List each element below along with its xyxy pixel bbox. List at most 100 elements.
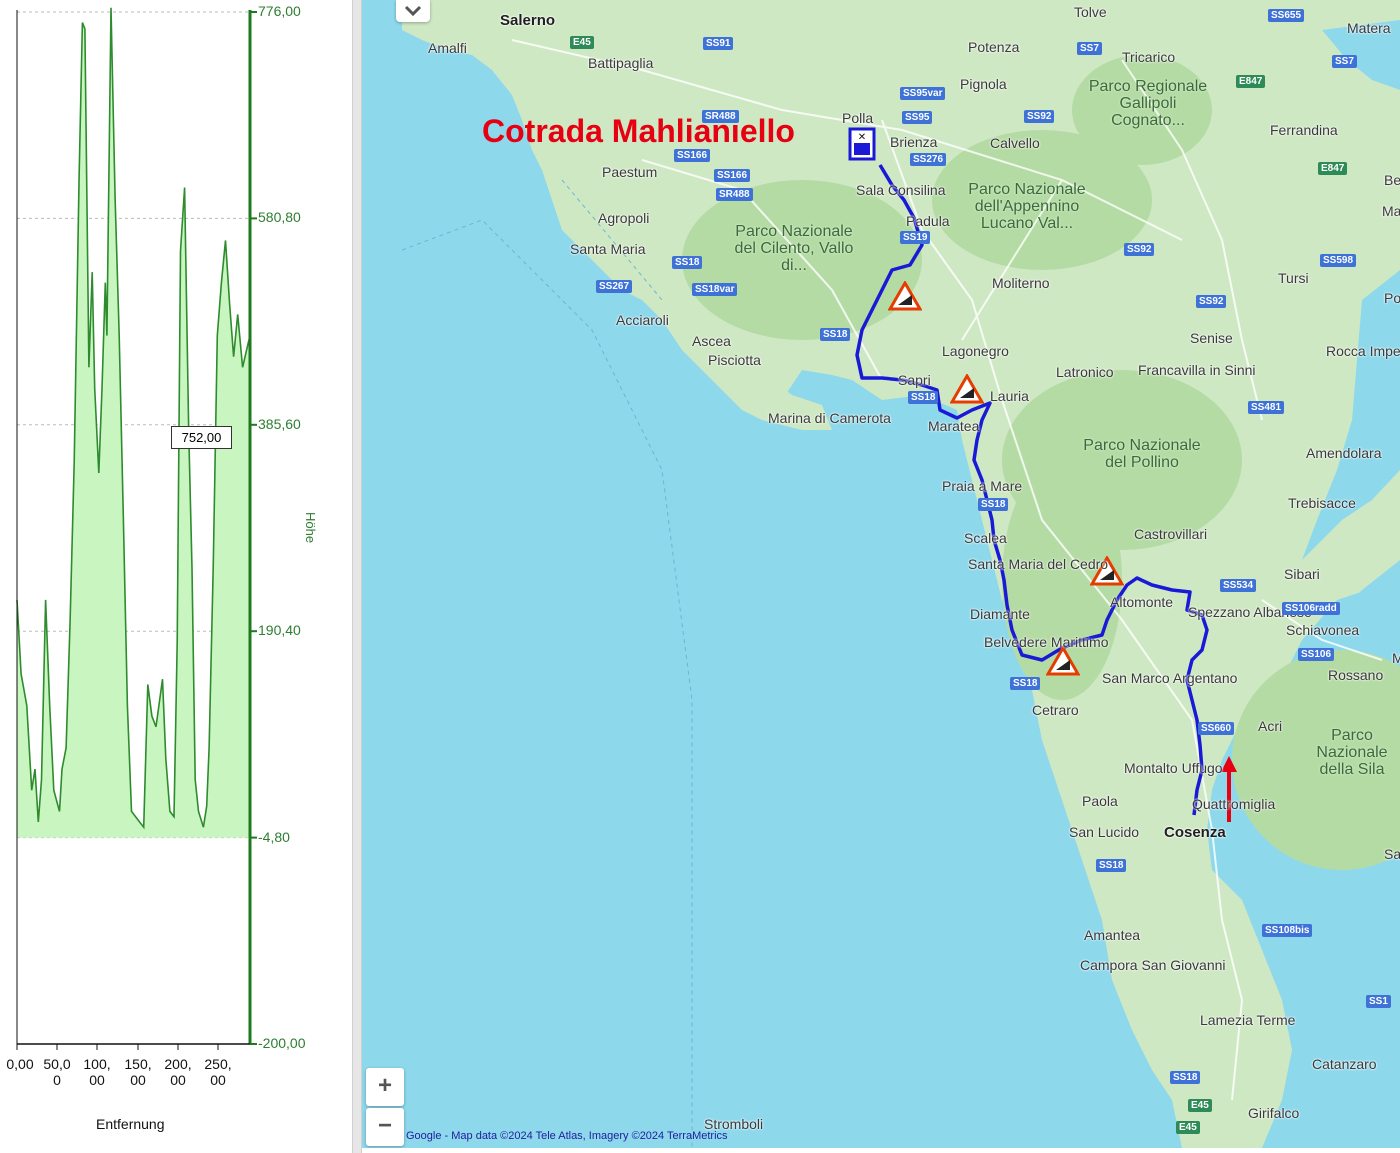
road-shield: SR488: [702, 110, 739, 123]
x-tick-label: 150, 00: [124, 1056, 152, 1088]
place-label: Catanzaro: [1312, 1056, 1377, 1072]
y-tick-label: -4,80: [258, 828, 290, 845]
park-area-gallipoli: [1072, 55, 1212, 165]
place-label: Tricarico: [1122, 49, 1176, 65]
place-label: Girifalco: [1248, 1105, 1300, 1121]
road-shield: SS18var: [692, 283, 738, 296]
road-shield: SS18: [1170, 1071, 1201, 1084]
road-shield: SS598: [1320, 254, 1357, 267]
svg-text:✕: ✕: [858, 132, 866, 143]
place-label: Sala Consilina: [856, 182, 946, 198]
road-shield: E847: [1236, 75, 1266, 88]
ionian-sea: [1342, 560, 1400, 680]
route-title: Cotrada Mahlianiello: [482, 113, 795, 149]
place-label: Cosenza: [1164, 824, 1226, 841]
road-shield: SS18: [1010, 677, 1041, 690]
place-label: Castrovillari: [1134, 526, 1208, 542]
steep-slope-warning-icon[interactable]: [949, 372, 985, 409]
park-area-sila: [1232, 650, 1400, 870]
place-label: Pignola: [960, 76, 1007, 92]
x-tick-label: 0,00: [6, 1056, 34, 1072]
y-tick-label: 776,00: [258, 3, 301, 19]
place-label: Ascea: [692, 333, 731, 349]
place-label: Rocca Imperiale: [1326, 343, 1400, 359]
steep-slope-warning-icon[interactable]: [1045, 644, 1081, 681]
park-label: Parco Nazionale della Sila: [1316, 727, 1388, 778]
place-label: Amendolara: [1306, 445, 1382, 461]
place-label: Latronico: [1056, 364, 1114, 380]
place-label: Brienza: [890, 134, 938, 150]
road-shield: SS92: [1124, 243, 1155, 256]
place-label: Schiavonea: [1286, 622, 1360, 638]
place-label: San Lucido: [1069, 824, 1140, 840]
road-shield: E847: [1318, 162, 1348, 175]
place-label: Berna: [1384, 172, 1400, 188]
road-network: [511, 39, 1383, 1101]
sea-boundary-lines: [401, 179, 693, 1148]
place-label: Senise: [1190, 330, 1233, 346]
place-label: M: [1392, 650, 1400, 666]
road-shield: SS276: [910, 153, 947, 166]
start-marker-icon[interactable]: ✕: [848, 127, 876, 163]
steep-slope-warning-icon[interactable]: [887, 279, 923, 316]
place-label: Potenza: [968, 39, 1020, 55]
place-label: Rossano: [1328, 667, 1384, 683]
place-label: Moliterno: [992, 275, 1050, 291]
x-tick-label: 200, 00: [164, 1056, 192, 1088]
place-label: Amalfi: [428, 40, 467, 56]
place-label: Lauria: [990, 388, 1029, 404]
direction-arrow-icon: [1220, 756, 1238, 831]
ionian-sea-north: [1302, 270, 1400, 560]
road-shield: SS7: [1077, 42, 1102, 55]
place-label: Salerno: [500, 12, 556, 29]
map-attribution: Google - Map data ©2024 Tele Atlas, Imag…: [406, 1130, 728, 1142]
x-axis-title: Entfernung: [96, 1116, 165, 1132]
collapse-button[interactable]: [396, 0, 430, 22]
place-label: Tolve: [1074, 4, 1107, 20]
x-tick-label: 50,0 0: [43, 1056, 71, 1088]
road-shield: SS106radd: [1282, 602, 1340, 615]
place-label: San Gi in Fi: [1384, 846, 1400, 862]
steep-slope-warning-icon[interactable]: [1089, 554, 1125, 591]
park-area-cilento: [682, 180, 922, 340]
map-terrain: [401, 0, 1400, 1148]
place-label: Praia a Mare: [942, 478, 1023, 494]
road-shield: SS106: [1298, 648, 1335, 661]
road-shield: E45: [570, 36, 594, 49]
x-tick-label: 250, 00: [204, 1056, 232, 1088]
place-label: Agropoli: [598, 210, 650, 226]
road-shield: SS91: [703, 37, 734, 50]
place-label: Cetraro: [1032, 702, 1079, 718]
place-label: Polico: [1384, 290, 1400, 306]
elevation-area-fill: [17, 7, 250, 838]
map-view[interactable]: ✕ Cotrada Mahlianiello Salerno Amalfi Batt…: [362, 0, 1400, 1148]
place-label: Matera: [1347, 20, 1391, 36]
place-label: Francavilla in Sinni: [1138, 362, 1256, 378]
place-label: Battipaglia: [588, 55, 654, 71]
place-label: Altomonte: [1110, 594, 1174, 610]
road-shield: SR488: [716, 188, 753, 201]
y-tick-label: 580,80: [258, 209, 301, 226]
road-shield: SS18: [978, 498, 1009, 511]
place-label: Belvedere Marittimo: [984, 634, 1109, 650]
road-shield: SS18: [1096, 859, 1127, 872]
road-shield: SS481: [1248, 401, 1285, 414]
park-label: Parco Regionale Gallipoli Cognato...: [1088, 78, 1208, 129]
place-label: Lagonegro: [942, 343, 1009, 359]
place-label: Acciaroli: [616, 312, 669, 328]
road-shield: SS1: [1366, 995, 1391, 1008]
place-label: Pisciotta: [708, 352, 761, 368]
y-axis-title: Höhe: [303, 512, 318, 544]
park-label: Parco Nazionale dell'Appennino Lucano Va…: [968, 181, 1086, 232]
place-label: Padula: [906, 213, 950, 229]
zoom-in-button[interactable]: +: [366, 1068, 404, 1106]
road-shield: SS267: [596, 280, 633, 293]
road-shield: SS18: [908, 391, 939, 404]
coastal-ridge: [1002, 460, 1122, 700]
road-shield: SS92: [1196, 295, 1227, 308]
zoom-out-button[interactable]: −: [366, 1108, 404, 1146]
elevation-tooltip: 752,00: [171, 426, 232, 449]
panel-splitter[interactable]: [352, 0, 362, 1153]
elevation-profile-panel: 776,00 580,80 385,60 190,40 -4,80 -200,00 0,0…: [0, 0, 352, 1153]
road-shield: E45: [1188, 1099, 1212, 1112]
